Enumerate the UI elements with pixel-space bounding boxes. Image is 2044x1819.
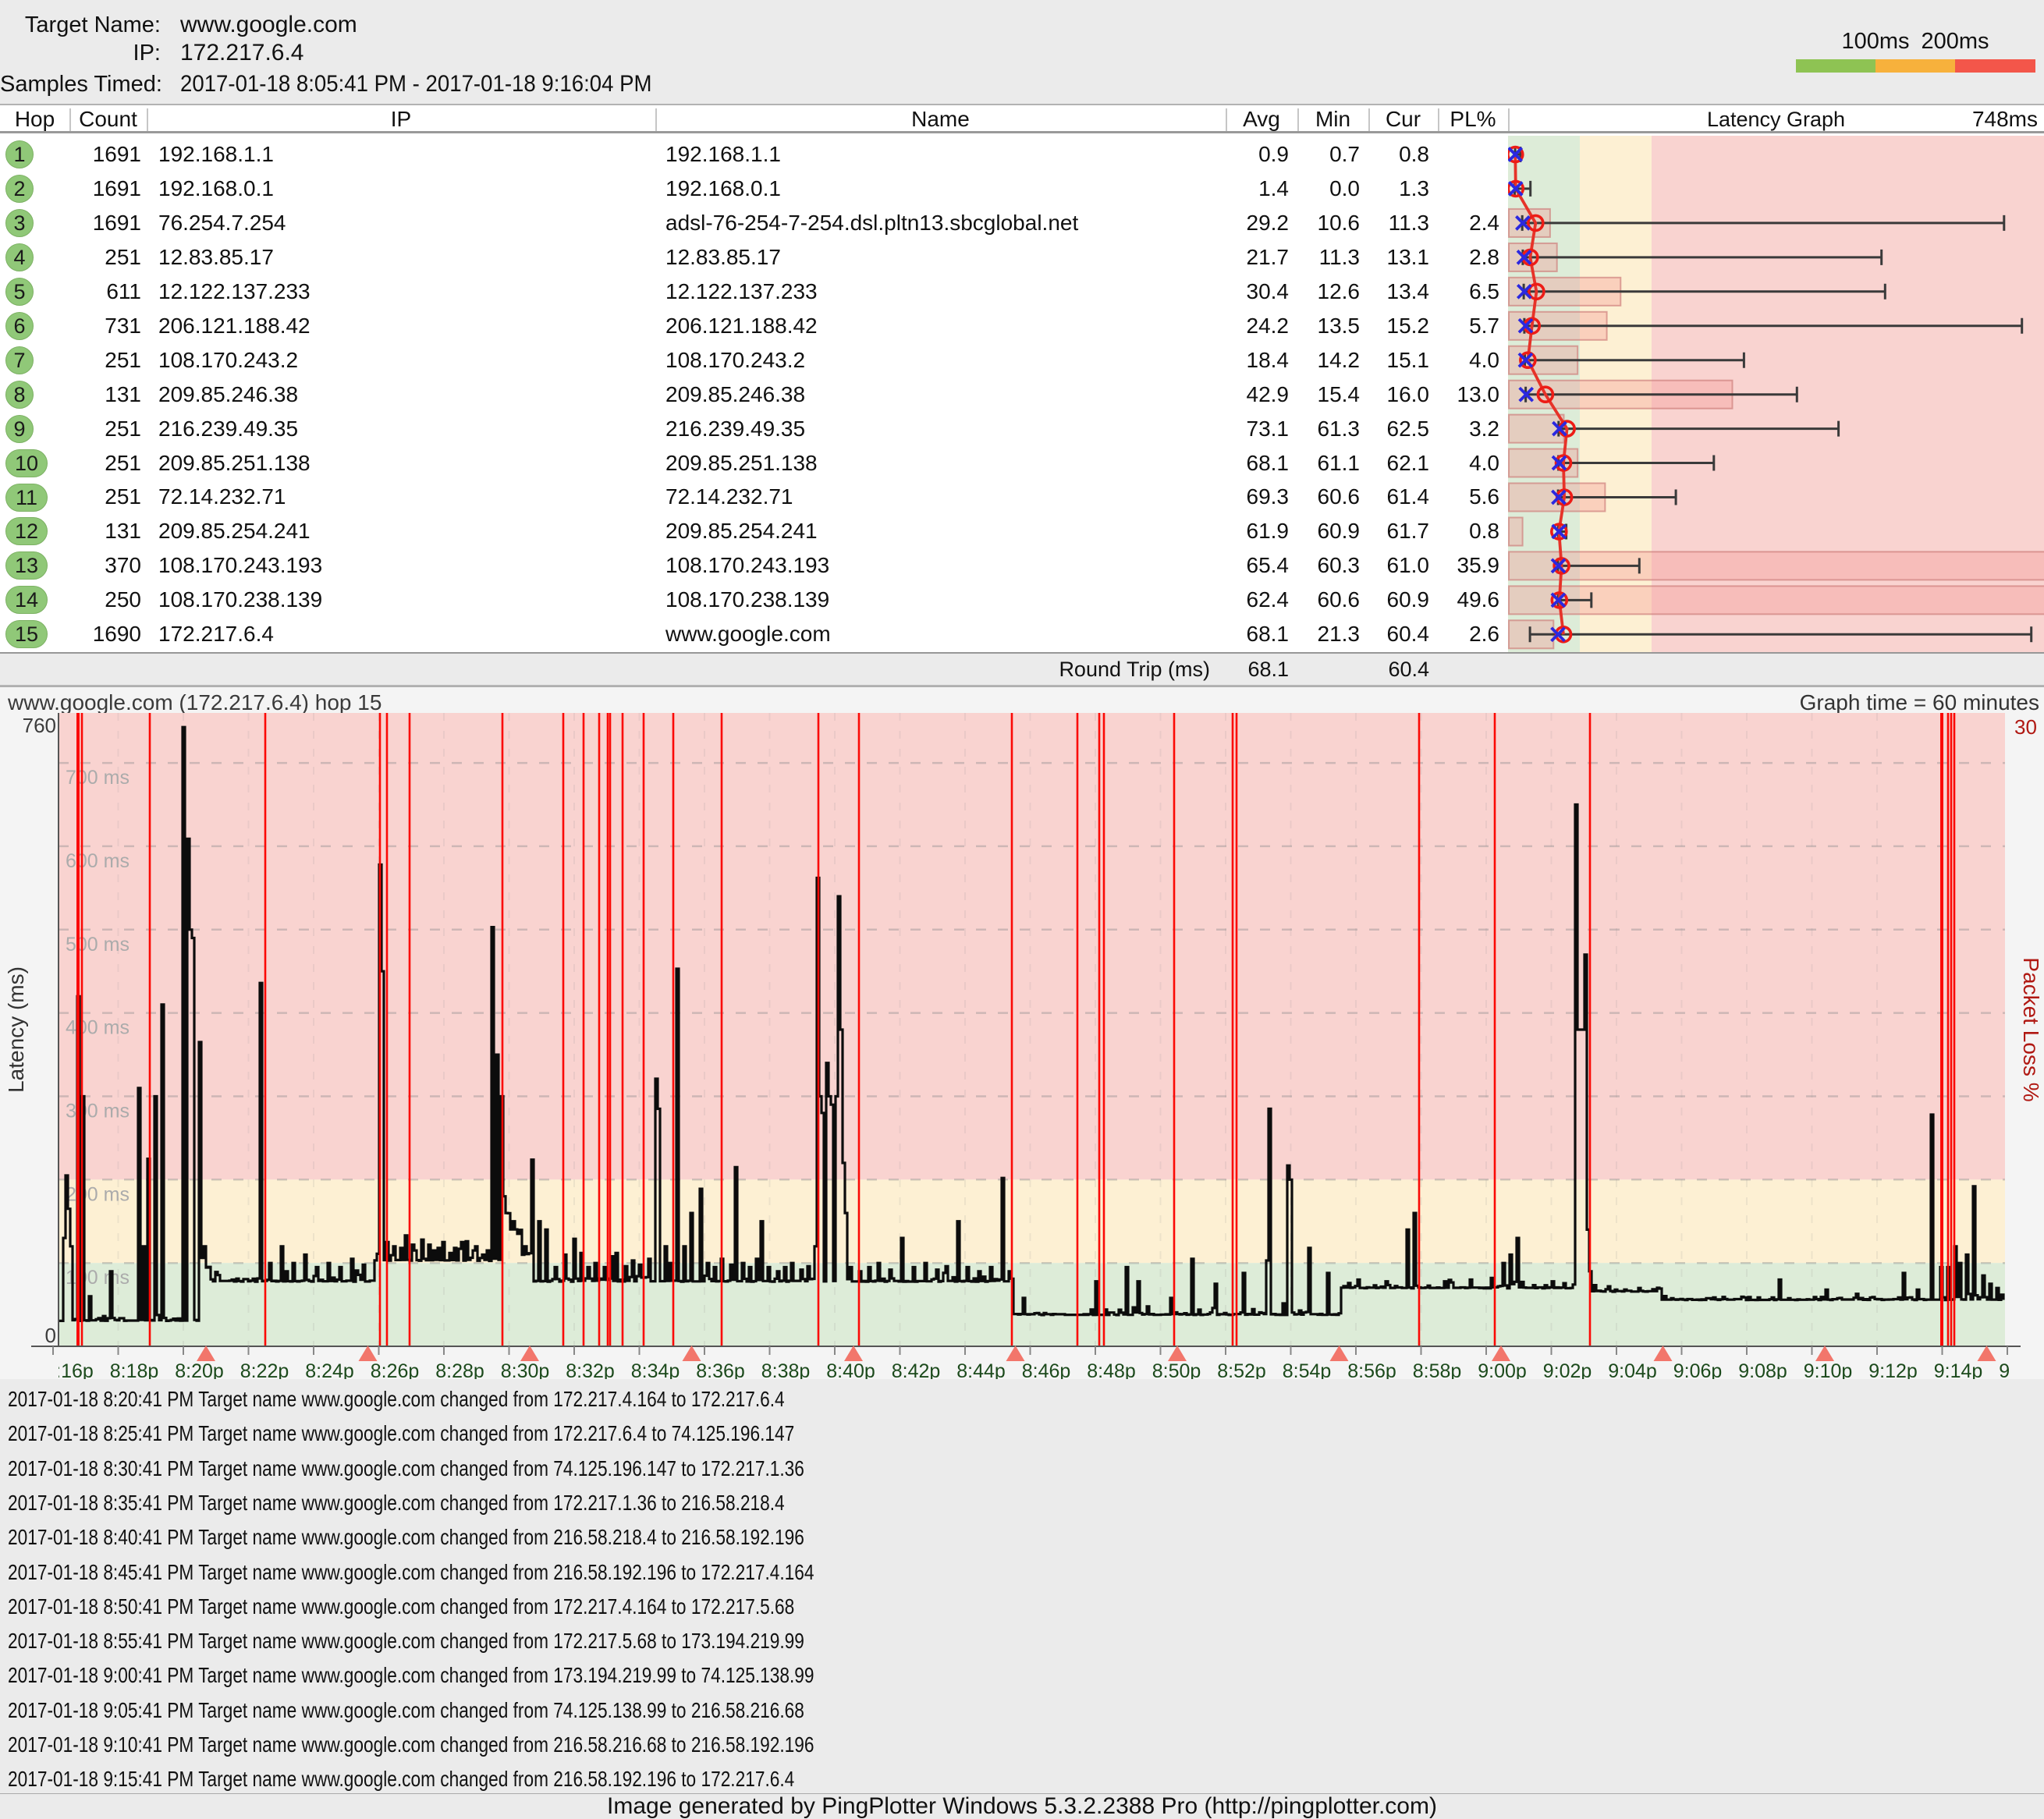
svg-text:8:26p: 8:26p [371,1360,420,1379]
svg-text:200 ms: 200 ms [66,1183,130,1205]
svg-text:500 ms: 500 ms [66,934,130,956]
svg-text:8:36p: 8:36p [696,1360,745,1379]
svg-text:8:16p: 8:16p [44,1360,94,1379]
svg-text:9:00p: 9:00p [1478,1360,1527,1379]
svg-text:8:50p: 8:50p [1152,1360,1201,1379]
svg-text:760: 760 [23,714,56,737]
svg-text:8:58p: 8:58p [1413,1360,1462,1379]
svg-text:30: 30 [2014,715,2037,739]
svg-text:9:16p: 9:16p [1999,1360,2044,1379]
svg-text:8:32p: 8:32p [566,1360,615,1379]
svg-text:8:44p: 8:44p [956,1360,1006,1379]
svg-text:0: 0 [45,1324,56,1347]
svg-text:9:06p: 9:06p [1673,1360,1723,1379]
svg-text:400 ms: 400 ms [66,1017,130,1039]
svg-text:8:52p: 8:52p [1217,1360,1266,1379]
svg-text:8:18p: 8:18p [110,1360,159,1379]
svg-text:700 ms: 700 ms [66,767,130,789]
svg-text:8:24p: 8:24p [305,1360,354,1379]
svg-text:9:12p: 9:12p [1868,1360,1918,1379]
svg-text:8:34p: 8:34p [631,1360,680,1379]
svg-text:8:20p: 8:20p [175,1360,224,1379]
svg-text:8:40p: 8:40p [826,1360,875,1379]
svg-text:9:02p: 9:02p [1543,1360,1592,1379]
svg-text:8:38p: 8:38p [761,1360,811,1379]
svg-text:9:04p: 9:04p [1608,1360,1657,1379]
svg-text:9:14p: 9:14p [1934,1360,1983,1379]
svg-text:300 ms: 300 ms [66,1101,130,1122]
svg-text:9:10p: 9:10p [1804,1360,1853,1379]
svg-text:8:56p: 8:56p [1347,1360,1396,1379]
svg-text:9:08p: 9:08p [1738,1360,1787,1379]
svg-text:8:22p: 8:22p [240,1360,289,1379]
svg-text:8:48p: 8:48p [1087,1360,1136,1379]
svg-text:600 ms: 600 ms [66,850,130,872]
svg-text:8:54p: 8:54p [1283,1360,1332,1379]
svg-text:Packet Loss %: Packet Loss % [2019,957,2043,1101]
svg-text:Latency (ms): Latency (ms) [4,966,28,1093]
svg-text:8:46p: 8:46p [1022,1360,1071,1379]
svg-text:8:28p: 8:28p [435,1360,484,1379]
svg-text:8:30p: 8:30p [501,1360,550,1379]
svg-text:8:42p: 8:42p [892,1360,941,1379]
svg-text:100 ms: 100 ms [66,1267,130,1289]
